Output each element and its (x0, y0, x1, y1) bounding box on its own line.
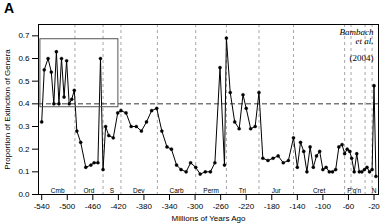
svg-text:0.2: 0.2 (18, 145, 30, 154)
svg-text:0.0: 0.0 (18, 190, 30, 199)
svg-text:-180: -180 (264, 202, 281, 211)
svg-text:-100: -100 (315, 202, 332, 211)
svg-text:0.7: 0.7 (18, 31, 30, 40)
svg-text:Millions of Years Ago: Millions of Years Ago (172, 214, 246, 223)
svg-text:0.6: 0.6 (18, 54, 30, 63)
svg-text:0.1: 0.1 (18, 167, 30, 176)
svg-text:Carb: Carb (169, 187, 183, 194)
svg-text:Bambachet al.: Bambachet al. (340, 27, 374, 46)
html-text:A: A (4, 0, 15, 16)
svg-text:(2004): (2004) (350, 53, 374, 63)
svg-text:-140: -140 (289, 202, 306, 211)
svg-text:Ord: Ord (84, 187, 95, 194)
svg-text:Cret: Cret (313, 187, 325, 194)
svg-text:0.4: 0.4 (18, 99, 30, 108)
svg-text:Cmb: Cmb (51, 187, 65, 194)
svg-text:-220: -220 (238, 202, 255, 211)
svg-text:Jur: Jur (272, 187, 282, 194)
svg-text:-540: -540 (34, 202, 51, 211)
svg-text:N: N (372, 187, 377, 194)
svg-text:0.5: 0.5 (18, 77, 30, 86)
svg-text:0.3: 0.3 (18, 122, 30, 131)
svg-text:-20: -20 (368, 202, 380, 211)
svg-text:S: S (110, 187, 115, 194)
svg-text:-500: -500 (59, 202, 76, 211)
svg-text:-300: -300 (187, 202, 204, 211)
svg-text:-340: -340 (162, 202, 179, 211)
svg-text:-420: -420 (110, 202, 127, 211)
svg-text:Tri: Tri (239, 187, 246, 194)
svg-text:P'g'n: P'g'n (347, 187, 361, 195)
svg-text:-60: -60 (343, 202, 355, 211)
svg-text:-380: -380 (136, 202, 153, 211)
svg-text:Dev: Dev (133, 187, 145, 194)
svg-text:Proportion of Extinction of Ge: Proportion of Extinction of Genera (3, 49, 12, 170)
svg-text:-460: -460 (85, 202, 102, 211)
svg-text:-260: -260 (213, 202, 230, 211)
svg-text:Perm: Perm (203, 187, 219, 194)
